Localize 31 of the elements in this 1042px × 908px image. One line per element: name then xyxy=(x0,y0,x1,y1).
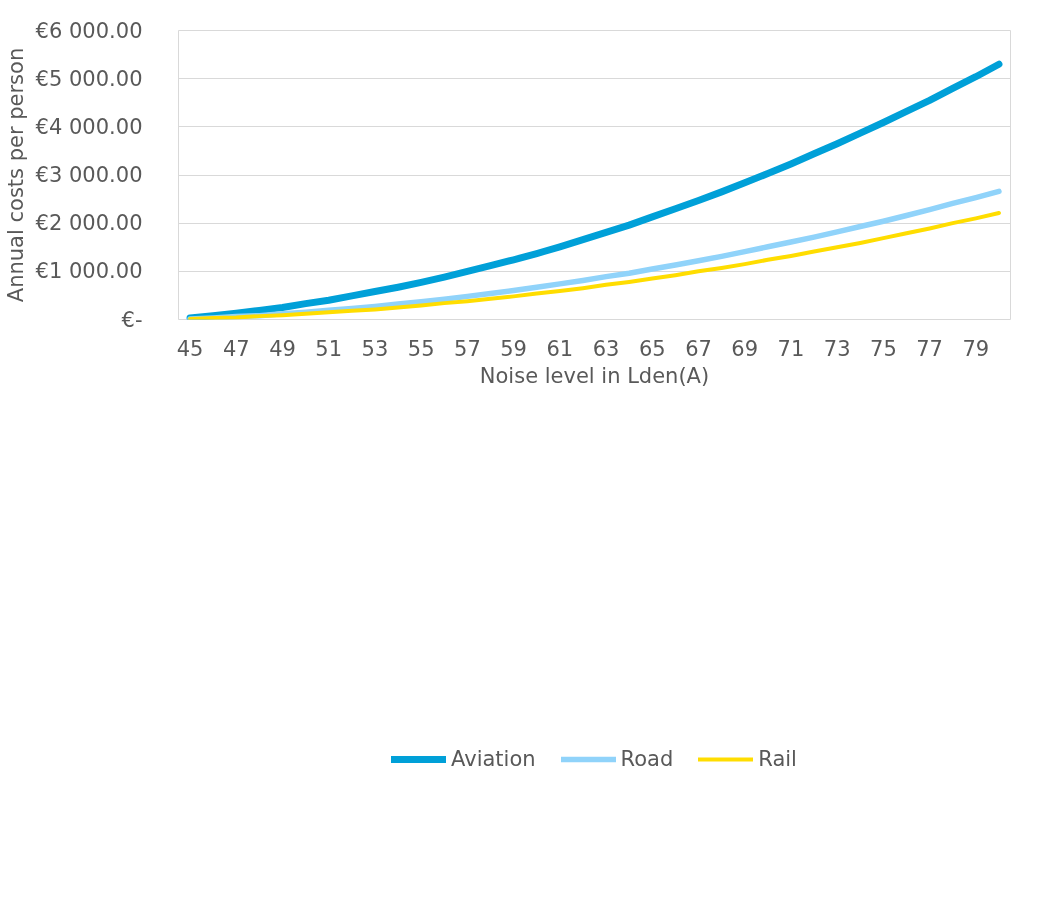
x-tick-label: 51 xyxy=(315,336,343,361)
x-tick-label: 75 xyxy=(870,336,897,361)
y-tick-label: €5 000.00 xyxy=(35,66,143,91)
x-tick-label: 69 xyxy=(731,336,759,361)
x-tick-label: 73 xyxy=(823,336,851,361)
x-tick-label: 45 xyxy=(176,336,204,361)
y-tick-label: €6 000.00 xyxy=(35,18,143,43)
legend-label: Rail xyxy=(758,747,797,771)
legend-label: Aviation xyxy=(451,747,536,771)
x-tick-label: 57 xyxy=(454,336,481,361)
y-axis-title: Annual costs per person xyxy=(3,47,28,303)
x-axis-title: Noise level in Lden(A) xyxy=(479,363,710,388)
x-tick-label: 65 xyxy=(638,336,666,361)
y-tick-label: €1 000.00 xyxy=(35,259,143,284)
x-tick-label: 63 xyxy=(592,336,620,361)
legend-label: Road xyxy=(620,747,674,771)
y-tick-label: €4 000.00 xyxy=(35,114,143,139)
x-tick-label: 77 xyxy=(916,336,943,361)
x-tick-label: 59 xyxy=(500,336,527,361)
line-series xyxy=(188,211,1001,320)
x-tick-label: 79 xyxy=(962,336,990,361)
x-tick-label: 49 xyxy=(269,336,296,361)
x-tick-label: 61 xyxy=(546,336,574,361)
y-tick-label: €- xyxy=(121,307,143,332)
y-tick-label: €3 000.00 xyxy=(35,163,143,187)
x-tick-label: 53 xyxy=(361,336,389,361)
x-tick-label: 71 xyxy=(777,336,805,361)
x-tick-label: 55 xyxy=(407,336,435,361)
x-tick-label: 67 xyxy=(685,336,712,361)
y-tick-label: €2 000.00 xyxy=(35,211,143,236)
x-tick-label: 47 xyxy=(222,336,250,361)
